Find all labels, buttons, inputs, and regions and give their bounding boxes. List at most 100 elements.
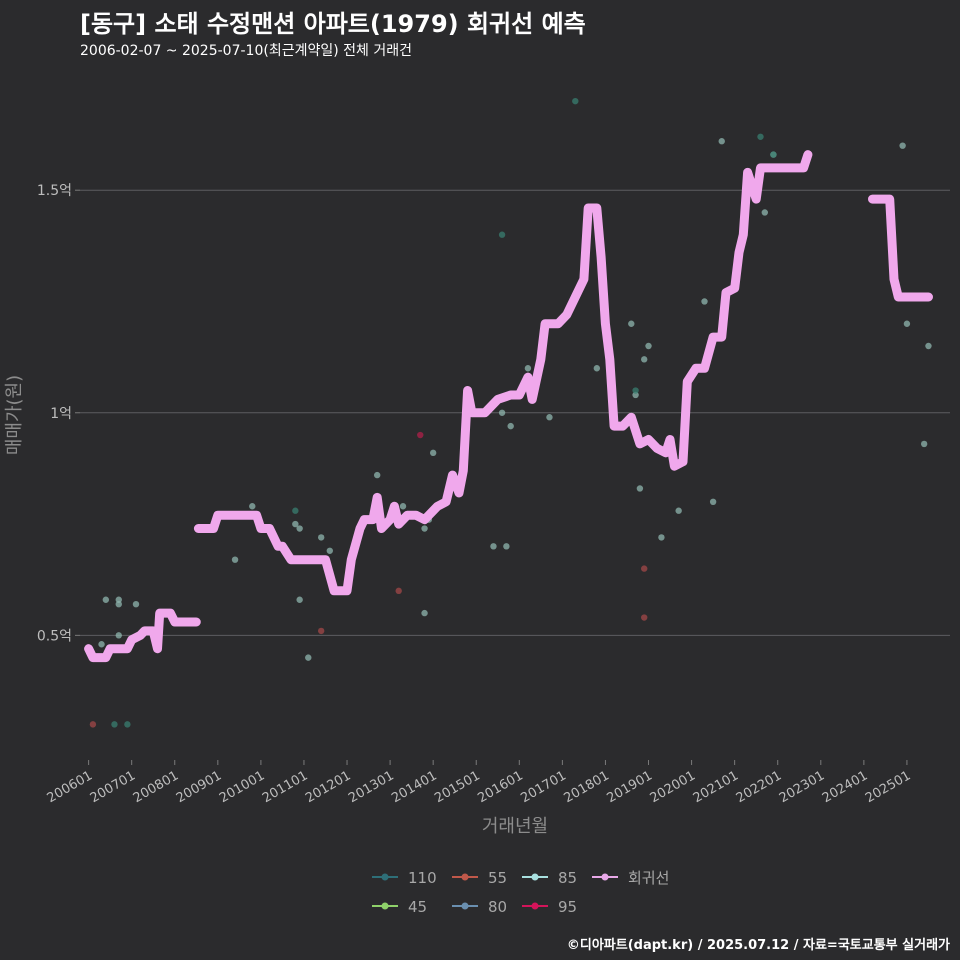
data-point-85 bbox=[903, 320, 911, 327]
data-point-110 bbox=[498, 231, 506, 238]
regression-line-segment bbox=[193, 150, 813, 596]
legend: 110 55 85 회귀선 45 80 95 bbox=[372, 869, 669, 916]
legend-label: 80 bbox=[488, 898, 507, 916]
x-tick-label: 201301 bbox=[346, 768, 396, 806]
data-point-85 bbox=[709, 498, 717, 506]
legend-item-55: 55 bbox=[452, 869, 507, 887]
chart-title: [동구] 소태 수정맨션 아파트(1979) 회귀선 예측 bbox=[80, 10, 586, 38]
data-point-85 bbox=[925, 342, 932, 350]
data-point-85 bbox=[593, 365, 601, 372]
regression-line-segment bbox=[868, 194, 933, 302]
data-point-85 bbox=[296, 525, 303, 532]
data-point-85 bbox=[102, 596, 110, 603]
y-tick-label: 0.5억 bbox=[37, 628, 72, 644]
data-point-85 bbox=[546, 414, 553, 421]
legend-marker bbox=[531, 873, 539, 881]
legend-marker bbox=[461, 873, 469, 881]
data-point-85 bbox=[115, 596, 122, 603]
regression-line bbox=[84, 150, 933, 663]
data-point-55 bbox=[641, 614, 648, 621]
x-tick-label: 200901 bbox=[174, 768, 224, 806]
legend-marker bbox=[531, 902, 539, 910]
legend-item-회귀선: 회귀선 bbox=[592, 869, 669, 887]
data-point-95 bbox=[417, 431, 424, 439]
data-point-85 bbox=[115, 632, 122, 639]
x-tick-label: 200601 bbox=[45, 768, 95, 806]
legend-label: 45 bbox=[408, 898, 427, 916]
data-point-85 bbox=[98, 641, 105, 648]
data-point-85 bbox=[507, 422, 514, 430]
data-point-110 bbox=[770, 151, 777, 158]
data-point-85 bbox=[421, 609, 428, 617]
data-point-85 bbox=[658, 534, 665, 541]
data-point-85 bbox=[503, 543, 510, 550]
data-point-85 bbox=[628, 320, 635, 327]
x-tick-label: 201901 bbox=[605, 768, 655, 806]
data-point-85 bbox=[920, 440, 928, 448]
data-point-85 bbox=[641, 356, 648, 363]
footer-credit: ©디아파트(dapt.kr) / 2025.07.12 / 자료=국토교통부 실… bbox=[566, 938, 950, 953]
legend-label: 95 bbox=[558, 898, 577, 916]
data-point-85 bbox=[249, 503, 256, 510]
x-tick-label: 202301 bbox=[777, 768, 827, 806]
legend-marker bbox=[461, 902, 469, 910]
legend-marker bbox=[381, 902, 389, 910]
data-point-85 bbox=[899, 142, 906, 149]
x-tick-label: 202401 bbox=[820, 768, 870, 806]
legend-marker bbox=[601, 873, 609, 881]
x-tick-label: 201601 bbox=[475, 768, 525, 806]
data-point-85 bbox=[675, 507, 682, 514]
data-point-85 bbox=[305, 654, 312, 661]
data-point-85 bbox=[490, 543, 497, 550]
x-tick-label: 202001 bbox=[648, 768, 698, 806]
data-point-110 bbox=[292, 507, 299, 514]
x-axis-ticks: 2006012007012008012009012010012011012012… bbox=[45, 760, 913, 806]
data-point-85 bbox=[718, 138, 725, 145]
legend-item-80: 80 bbox=[452, 898, 507, 916]
x-tick-label: 202101 bbox=[691, 768, 741, 806]
grid-lines bbox=[80, 189, 950, 636]
legend-label: 85 bbox=[558, 869, 577, 887]
data-point-85 bbox=[326, 547, 334, 554]
data-point-85 bbox=[498, 409, 506, 416]
data-point-110 bbox=[124, 721, 131, 728]
legend-marker bbox=[381, 873, 389, 881]
data-point-85 bbox=[373, 471, 381, 479]
data-point-110 bbox=[757, 133, 764, 140]
data-point-85 bbox=[701, 298, 708, 305]
legend-item-45: 45 bbox=[372, 898, 427, 916]
x-tick-label: 201401 bbox=[389, 768, 439, 806]
x-tick-label: 201801 bbox=[562, 768, 612, 806]
legend-item-85: 85 bbox=[522, 869, 577, 887]
x-tick-label: 201201 bbox=[303, 768, 353, 806]
data-point-85 bbox=[429, 449, 437, 457]
data-point-55 bbox=[89, 721, 97, 728]
chart-subtitle: 2006-02-07 ~ 2025-07-10(최근계약일) 전체 거래건 bbox=[80, 43, 412, 59]
x-tick-label: 202501 bbox=[863, 768, 913, 806]
data-point-85 bbox=[524, 365, 532, 372]
data-point-110 bbox=[111, 721, 118, 728]
y-tick-label: 1억 bbox=[50, 406, 72, 422]
data-point-85 bbox=[636, 485, 644, 492]
y-tick-label: 1.5억 bbox=[37, 183, 72, 199]
regression-line-segment bbox=[84, 608, 201, 663]
y-axis-ticks: 0.5억 1억 1.5억 bbox=[37, 183, 80, 644]
x-axis-label: 거래년월 bbox=[482, 816, 548, 837]
data-point-110 bbox=[632, 387, 639, 394]
data-point-85 bbox=[296, 596, 303, 603]
x-tick-label: 200801 bbox=[131, 768, 181, 806]
data-point-55 bbox=[317, 627, 325, 635]
x-tick-label: 201001 bbox=[217, 768, 267, 806]
data-point-110 bbox=[572, 97, 579, 105]
data-point-85 bbox=[761, 209, 769, 216]
legend-label: 110 bbox=[408, 869, 437, 887]
x-tick-label: 201501 bbox=[432, 768, 482, 806]
x-tick-label: 200701 bbox=[88, 768, 138, 806]
legend-item-110: 110 bbox=[372, 869, 437, 887]
x-tick-label: 201701 bbox=[518, 768, 568, 806]
y-axis-label: 매매가(원) bbox=[4, 375, 25, 455]
data-point-85 bbox=[421, 525, 428, 532]
data-point-85 bbox=[645, 342, 652, 350]
data-point-55 bbox=[395, 587, 402, 595]
